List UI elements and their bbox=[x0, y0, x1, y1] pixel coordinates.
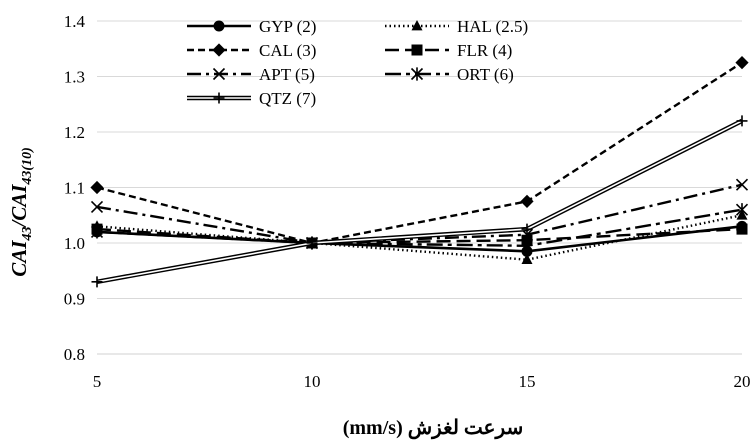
legend-label: QTZ (7) bbox=[259, 89, 316, 108]
series-line bbox=[96, 227, 743, 245]
legend-label: FLR (4) bbox=[457, 41, 512, 60]
legend-entry: ORT (6) bbox=[385, 65, 514, 84]
data-point-marker bbox=[521, 253, 533, 265]
x-axis-label: سرعت لغزش (mm/s) bbox=[343, 417, 524, 440]
series-line bbox=[96, 208, 743, 248]
y-tick-label: 0.9 bbox=[64, 290, 85, 309]
tick-labels: 0.8 0.9 1.0 1.1 1.2 1.3 1.4 5 10 15 20 bbox=[64, 12, 751, 391]
gridlines bbox=[97, 20, 742, 299]
series-line bbox=[96, 118, 744, 285]
y-label-sub2: 43(10) bbox=[20, 147, 35, 185]
y-label-sub1: 43 bbox=[20, 227, 35, 242]
data-point-marker bbox=[90, 225, 104, 239]
y-tick-label: 1.4 bbox=[64, 12, 86, 31]
legend-entry: FLR (4) bbox=[385, 41, 512, 60]
series-6 bbox=[90, 203, 749, 253]
y-tick-label: 1.0 bbox=[64, 234, 85, 253]
legend-entry: GYP (2) bbox=[187, 17, 316, 36]
data-point-marker bbox=[213, 20, 225, 32]
data-point-marker bbox=[212, 67, 226, 81]
legend-label: CAL (3) bbox=[259, 41, 316, 60]
data-point-marker bbox=[735, 203, 749, 217]
series-7 bbox=[91, 115, 748, 288]
y-tick-label: 0.8 bbox=[64, 345, 85, 364]
series-line bbox=[96, 225, 743, 253]
data-point-marker bbox=[735, 178, 749, 191]
data-point-marker bbox=[410, 67, 424, 81]
series-layer bbox=[90, 56, 749, 288]
series-line-inner bbox=[96, 120, 743, 283]
y-axis-label: CAI43/CAI43(10) bbox=[7, 147, 35, 277]
data-point-marker bbox=[91, 276, 103, 288]
y-tick-label: 1.3 bbox=[64, 68, 85, 87]
data-point-marker bbox=[212, 43, 226, 57]
series-line bbox=[96, 214, 743, 261]
series-line bbox=[96, 183, 743, 245]
series-3 bbox=[90, 56, 749, 250]
y-label-slash: /CAI bbox=[7, 184, 31, 229]
data-point-marker bbox=[520, 239, 534, 253]
x-tick-label: 20 bbox=[734, 372, 751, 391]
legend-label: ORT (6) bbox=[457, 65, 514, 84]
data-point-marker bbox=[411, 44, 423, 56]
data-point-marker bbox=[521, 223, 533, 235]
data-point-marker bbox=[90, 180, 104, 195]
y-tick-label: 1.2 bbox=[64, 123, 85, 142]
data-point-marker bbox=[736, 223, 748, 235]
x-tick-label: 5 bbox=[93, 372, 102, 391]
data-point-marker bbox=[306, 237, 318, 249]
y-tick-label: 1.1 bbox=[64, 179, 85, 198]
legend-label: GYP (2) bbox=[259, 17, 316, 36]
data-point-marker bbox=[520, 194, 534, 208]
series-line bbox=[96, 61, 743, 245]
data-point-marker bbox=[213, 92, 225, 104]
y-label-main: CAI bbox=[7, 240, 31, 277]
legend-entry: HAL (2.5) bbox=[385, 17, 528, 36]
x-tick-label: 15 bbox=[519, 372, 536, 391]
data-point-marker bbox=[90, 200, 104, 213]
data-point-marker bbox=[735, 56, 749, 70]
legend-label: HAL (2.5) bbox=[457, 17, 528, 36]
legend-entry: CAL (3) bbox=[187, 41, 316, 60]
data-point-marker bbox=[736, 115, 748, 127]
legend-entry: APT (5) bbox=[187, 65, 315, 84]
legend-entry: QTZ (7) bbox=[187, 89, 316, 108]
legend-label: APT (5) bbox=[259, 65, 315, 84]
legend: GYP (2) HAL (2.5) CAL (3) FLR (4) APT (5) ORT… bbox=[187, 17, 528, 108]
x-tick-label: 10 bbox=[304, 372, 321, 391]
data-point-marker bbox=[411, 19, 423, 31]
